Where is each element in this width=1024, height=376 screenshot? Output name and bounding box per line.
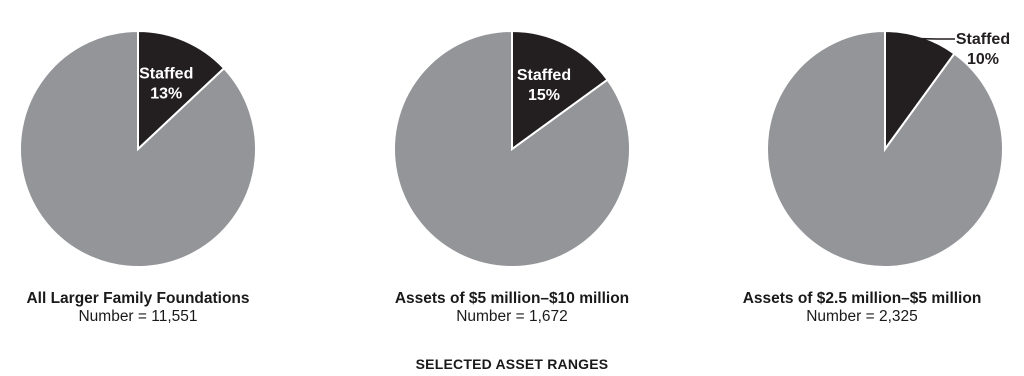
- pie-slice-staffed: [511, 29, 609, 151]
- slice-label: Staffed: [139, 65, 193, 82]
- pie-chart-assets-5m-10m: Staffed 15%: [362, 0, 662, 299]
- pie-caption: All Larger Family Foundations Number = 1…: [0, 289, 298, 326]
- slice-value-label: 13%: [150, 85, 182, 102]
- slice-value-label: 15%: [528, 87, 560, 104]
- pie-chart-assets-2-5m-5m: Staffed 10%: [735, 0, 1024, 299]
- pie-subtitle: Number = 11,551: [78, 308, 198, 325]
- pie-chart-all-larger-family-foundations: Staffed 13%: [0, 0, 288, 299]
- pie-svg: Staffed 10%: [766, 29, 1010, 268]
- pie-slice-staffed: [137, 29, 226, 152]
- pie-title: All Larger Family Foundations: [26, 290, 250, 307]
- pie-title: Assets of $5 million–$10 million: [394, 290, 630, 307]
- pie-slice-remainder: [19, 29, 257, 268]
- pie-subtitle: Number = 1,672: [456, 308, 568, 325]
- pie-title: Assets of $2.5 million–$5 million: [742, 290, 982, 307]
- pie-caption: Assets of $2.5 million–$5 million Number…: [702, 289, 1022, 326]
- pie-caption: Assets of $5 million–$10 million Number …: [352, 289, 672, 326]
- pie-svg: Staffed 15%: [393, 29, 631, 268]
- slice-label: Staffed: [517, 67, 571, 84]
- pie-slice-staffed: [884, 29, 956, 153]
- pie-subtitle: Number = 2,325: [806, 308, 918, 325]
- pie-svg: Staffed 13%: [19, 29, 257, 268]
- slice-label: Staffed: [956, 31, 1010, 48]
- asset-ranges-group-label: SELECTED ASSET RANGES: [415, 356, 609, 372]
- slice-value-label: 10%: [967, 51, 999, 68]
